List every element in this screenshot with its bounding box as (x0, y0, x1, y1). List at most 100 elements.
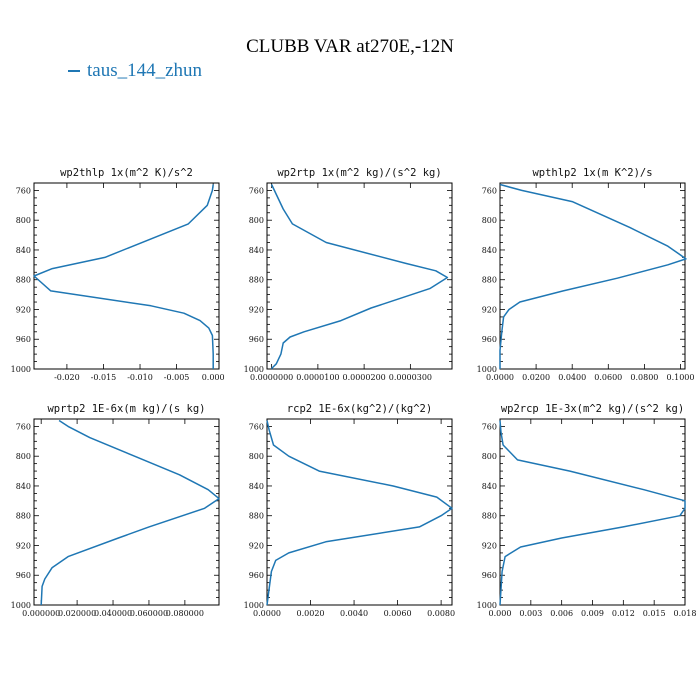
y-tick-label: 1000 (244, 365, 264, 374)
x-tick-label: 0.012 (612, 609, 635, 618)
y-tick-label: 920 (482, 541, 497, 550)
y-tick-label: 800 (482, 216, 497, 225)
legend-swatch (68, 69, 80, 72)
x-tick-label: -0.015 (91, 373, 117, 382)
x-tick-label: 0.0000 (486, 373, 514, 382)
x-tick-label: 0.0060 (384, 609, 412, 618)
y-tick-label: 840 (482, 246, 497, 255)
x-tick-label: 0.0600 (594, 373, 622, 382)
panel-6: wp2rcp 1E-3x(m^2 kg)/(s^2 kg) 760 800 840 88… (477, 403, 697, 618)
y-tick-label: 840 (249, 246, 264, 255)
y-tick-label: 920 (249, 305, 264, 314)
plot-frame (266, 182, 453, 370)
plot-frame (266, 418, 453, 606)
y-tick-label: 1000 (477, 365, 497, 374)
series-line (270, 184, 449, 370)
x-tick-label: 0.0200 (522, 373, 550, 382)
y-tick-label: 920 (249, 541, 264, 550)
x-tick-label: 0.003 (519, 609, 542, 618)
legend: taus_144_zhun (68, 60, 202, 82)
y-tick-label: 800 (249, 216, 264, 225)
y-tick-label: 960 (16, 571, 31, 580)
y-tick-label: 760 (16, 422, 31, 431)
x-tick-label: 0.015 (643, 609, 666, 618)
y-tick-label: 960 (482, 571, 497, 580)
x-tick-label: -0.010 (127, 373, 153, 382)
y-tick-label: 800 (16, 452, 31, 461)
y-tick-label: 960 (249, 571, 264, 580)
y-tick-label: 840 (16, 246, 31, 255)
x-tick-label: 0.0000200 (342, 373, 385, 382)
x-tick-label: 0.1000 (666, 373, 694, 382)
y-tick-label: 920 (16, 305, 31, 314)
x-tick-label: 0.060000 (130, 609, 168, 618)
y-tick-label: 760 (16, 186, 31, 195)
y-tick-label: 800 (482, 452, 497, 461)
y-tick-label: 960 (16, 335, 31, 344)
y-tick-label: 880 (16, 512, 31, 521)
x-tick-label: 0.040000 (94, 609, 132, 618)
figure-title: CLUBB VAR at270E,-12N (246, 36, 454, 57)
panel-3: wpthlp2 1x(m K^2)/s 760 800 840 880 920 960 100… (477, 167, 695, 382)
y-tick-label: 760 (249, 186, 264, 195)
series-line (33, 184, 214, 369)
panel-1: wp2thlp 1x(m^2 K)/s^2 760 800 840 880 920 960 1… (11, 167, 225, 382)
y-tick-label: 1000 (11, 601, 31, 610)
y-tick-label: 880 (249, 276, 264, 285)
panel-4: wprtp2 1E-6x(m kg)/(s kg) 760 800 840 880 920… (11, 403, 220, 618)
y-tick-label: 880 (249, 512, 264, 521)
y-tick-label: 840 (249, 482, 264, 491)
y-tick-label: 920 (16, 541, 31, 550)
series-line (40, 419, 220, 606)
x-tick-label: 0.0000100 (296, 373, 339, 382)
y-tick-label: 920 (482, 305, 497, 314)
series-line (499, 420, 686, 606)
x-tick-label: 0.000 (489, 609, 512, 618)
x-tick-label: 0.0800 (630, 373, 658, 382)
x-tick-label: -0.005 (164, 373, 190, 382)
y-tick-label: 880 (482, 276, 497, 285)
x-tick-label: 0.080000 (166, 609, 204, 618)
x-tick-label: 0.020000 (58, 609, 96, 618)
panel-title: rcp2 1E-6x(kg^2)/(kg^2) (287, 403, 432, 415)
plot-frame (33, 418, 220, 606)
panel-title: wp2rtp 1x(m^2 kg)/(s^2 kg) (277, 167, 441, 179)
panel-title: wpthlp2 1x(m K^2)/s (532, 167, 652, 179)
x-tick-label: 0.009 (581, 609, 604, 618)
y-tick-label: 760 (482, 186, 497, 195)
plot-frame (499, 418, 686, 606)
panel-title: wp2thlp 1x(m^2 K)/s^2 (60, 167, 193, 179)
x-tick-label: 0.018 (674, 609, 697, 618)
y-tick-label: 800 (16, 216, 31, 225)
y-tick-label: 840 (16, 482, 31, 491)
y-tick-label: 760 (249, 422, 264, 431)
panel-5: rcp2 1E-6x(kg^2)/(kg^2) 760 800 840 880 920 96… (244, 403, 455, 618)
x-tick-label: 0.0040 (340, 609, 368, 618)
y-tick-label: 960 (249, 335, 264, 344)
x-tick-label: 0.0000300 (389, 373, 432, 382)
y-tick-label: 880 (16, 276, 31, 285)
x-tick-label: 0.0020 (297, 609, 325, 618)
panel-title: wprtp2 1E-6x(m kg)/(s kg) (47, 403, 205, 415)
panel-2: wp2rtp 1x(m^2 kg)/(s^2 kg) 760 800 840 880 92… (244, 167, 453, 382)
y-tick-label: 760 (482, 422, 497, 431)
y-tick-label: 800 (249, 452, 264, 461)
x-tick-label: 0.0000000 (250, 373, 293, 382)
x-tick-label: 0.000000 (22, 609, 60, 618)
legend-label: taus_144_zhun (87, 60, 203, 81)
plot-frame (499, 182, 686, 370)
series-line (499, 183, 687, 369)
y-tick-label: 1000 (477, 601, 497, 610)
plot-frame (33, 182, 220, 370)
x-tick-label: 0.000 (202, 373, 225, 382)
y-tick-label: 1000 (244, 601, 264, 610)
x-tick-label: -0.020 (54, 373, 80, 382)
y-tick-label: 960 (482, 335, 497, 344)
x-tick-label: 0.0080 (427, 609, 455, 618)
panel-title: wp2rcp 1E-3x(m^2 kg)/(s^2 kg) (501, 403, 684, 415)
y-tick-label: 840 (482, 482, 497, 491)
x-tick-label: 0.0000 (253, 609, 281, 618)
y-tick-label: 1000 (11, 365, 31, 374)
series-line (266, 420, 453, 606)
x-tick-label: 0.0400 (558, 373, 586, 382)
